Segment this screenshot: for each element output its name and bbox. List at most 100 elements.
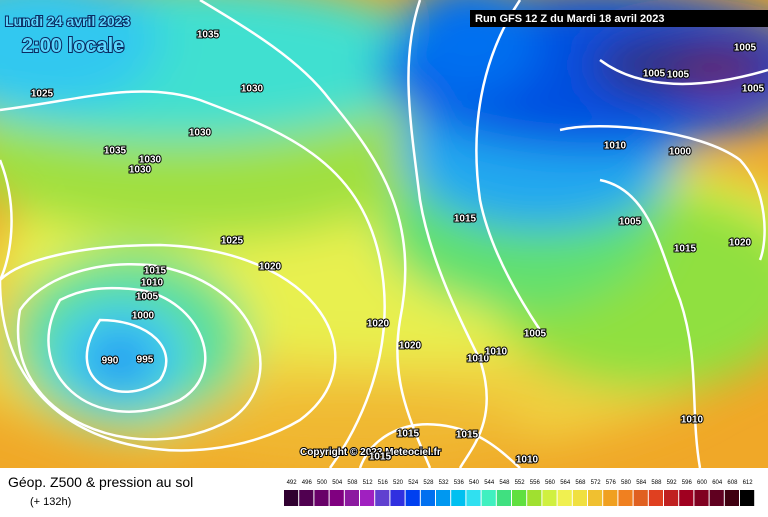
isobar-label: 995 [137,355,154,366]
isobar-label: 1005 [524,329,547,340]
color-scale: 492 496 500 504 508 512 516 520 524 528 532 536 540 5… [284,480,755,506]
run-info: Run GFS 12 Z du Mardi 18 avril 2023 [475,13,665,25]
map-field [0,0,768,468]
isobar-label: 1025 [221,236,244,247]
isobar-label: 1010 [141,278,164,289]
isobar-label: 1000 [132,311,155,322]
isobar-label: 1005 [619,217,642,228]
isobar-label: 1010 [467,354,490,365]
scale-label: 596 [682,480,693,486]
isobar-label: 1020 [399,341,422,352]
scale-swatch [618,490,633,506]
scale-swatch [420,490,435,506]
scale-label: 612 [743,480,754,486]
scale-label: 588 [651,480,662,486]
scale-swatch [451,490,466,506]
scale-swatch [466,490,481,506]
scale-swatch [633,490,648,506]
scale-label: 564 [560,480,571,486]
isobar-label: 1010 [516,455,539,466]
isobar-label: 1010 [681,415,704,426]
scale-label: 572 [591,480,602,486]
scale-swatch [436,490,451,506]
scale-label: 500 [317,480,328,486]
scale-swatch [375,490,390,506]
scale-swatch [664,490,679,506]
scale-swatch [314,490,329,506]
scale-swatch [390,490,405,506]
valid-date: Lundi 24 avril 2023 [5,13,130,29]
copyright: Copyright © 2023 Meteociel.fr [300,447,441,458]
isobar-label: 1005 [643,69,666,80]
scale-label: 560 [545,480,556,486]
scale-label: 548 [499,480,510,486]
scale-swatch [588,490,603,506]
isobar-label: 990 [102,356,119,367]
scale-label: 536 [454,480,465,486]
scale-label: 600 [697,480,708,486]
scale-swatch [284,490,299,506]
local-time: 2:00 locale [22,35,124,57]
scale-swatch [679,490,694,506]
scale-swatch [572,490,587,506]
scale-label: 584 [636,480,647,486]
isobar-label: 1015 [369,452,392,463]
isobars [0,0,768,468]
forecast-lead: (+ 132h) [30,496,71,508]
isobar-label: 1035 [104,146,127,157]
scale-label: 540 [469,480,480,486]
isobar-label: 1005 [742,84,765,95]
isobar-label: 1030 [241,84,264,95]
scale-swatch [405,490,420,506]
footer-title: Géop. Z500 & pression au sol [8,474,193,490]
isobar-label: 1015 [456,430,479,441]
isobar-label: 1030 [139,155,162,166]
scale-label: 568 [575,480,586,486]
isobar-label: 1015 [397,429,420,440]
scale-label: 604 [712,480,723,486]
scale-swatch [512,490,527,506]
scale-swatch [481,490,496,506]
scale-label: 544 [484,480,495,486]
scale-label: 504 [332,480,343,486]
scale-swatch [557,490,572,506]
isobar-label: 1025 [31,89,54,100]
scale-label: 524 [408,480,419,486]
scale-swatch [299,490,314,506]
isobar-label: 1010 [604,141,627,152]
scale-label: 508 [347,480,358,486]
scale-label: 592 [667,480,678,486]
scale-swatch [329,490,344,506]
isobar-label: 1020 [729,238,752,249]
isobar-label: 1030 [189,128,212,139]
scale-swatch [694,490,709,506]
isobar-label: 1000 [669,147,692,158]
isobar-label: 1030 [129,165,152,176]
scale-swatch [496,490,511,506]
scale-label: 608 [727,480,738,486]
scale-label: 580 [621,480,632,486]
scale-swatch [344,490,359,506]
isobar-label: 1015 [144,266,167,277]
scale-label: 516 [378,480,389,486]
isobar-label: 1035 [197,30,220,41]
scale-swatch [542,490,557,506]
scale-label: 528 [423,480,434,486]
scale-swatch [648,490,663,506]
isobar-label: 1015 [674,244,697,255]
scale-label: 552 [515,480,526,486]
isobar-label: 1020 [259,262,282,273]
scale-swatch [527,490,542,506]
scale-swatch [709,490,724,506]
isobar-label: 1005 [136,292,159,303]
scale-swatch [740,490,755,506]
scale-label: 532 [439,480,450,486]
scale-swatch [360,490,375,506]
scale-swatch [603,490,618,506]
isobar-label: 1010 [485,347,508,358]
scale-label: 512 [363,480,374,486]
run-box [470,10,768,27]
scale-label: 556 [530,480,541,486]
